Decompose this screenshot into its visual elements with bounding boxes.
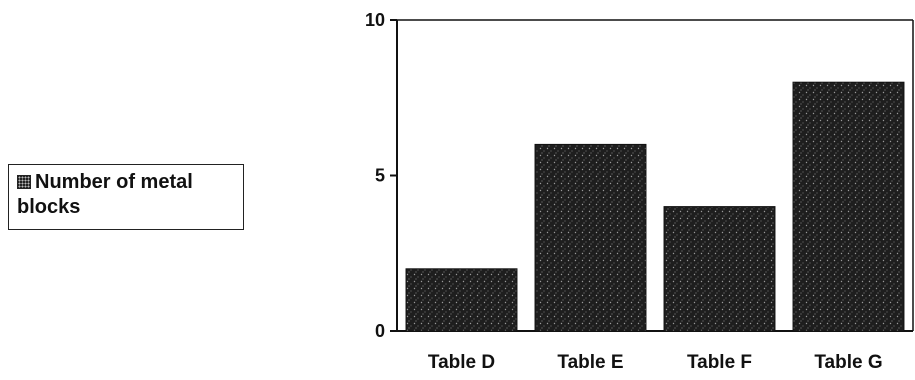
y-tick-label: 5: [375, 166, 385, 186]
y-tick-label: 10: [365, 10, 385, 30]
x-tick-label: Table D: [428, 352, 495, 373]
bar-table-d: [405, 268, 518, 332]
x-tick-label: Table E: [557, 352, 623, 373]
legend-label: Number of metal blocks: [17, 171, 193, 218]
y-tick-label: 0: [375, 321, 385, 341]
bars: [405, 81, 905, 332]
y-axis-ticks: 0 5 10: [365, 10, 397, 341]
legend: Number of metal blocks: [8, 164, 244, 230]
bar-table-e: [534, 143, 647, 332]
legend-swatch: [17, 175, 31, 189]
bar-table-f: [663, 206, 776, 332]
x-axis-labels: Table D Table E Table F Table G: [428, 352, 883, 373]
x-tick-label: Table G: [814, 352, 882, 373]
bar-table-g: [792, 81, 905, 332]
x-tick-label: Table F: [687, 352, 752, 373]
